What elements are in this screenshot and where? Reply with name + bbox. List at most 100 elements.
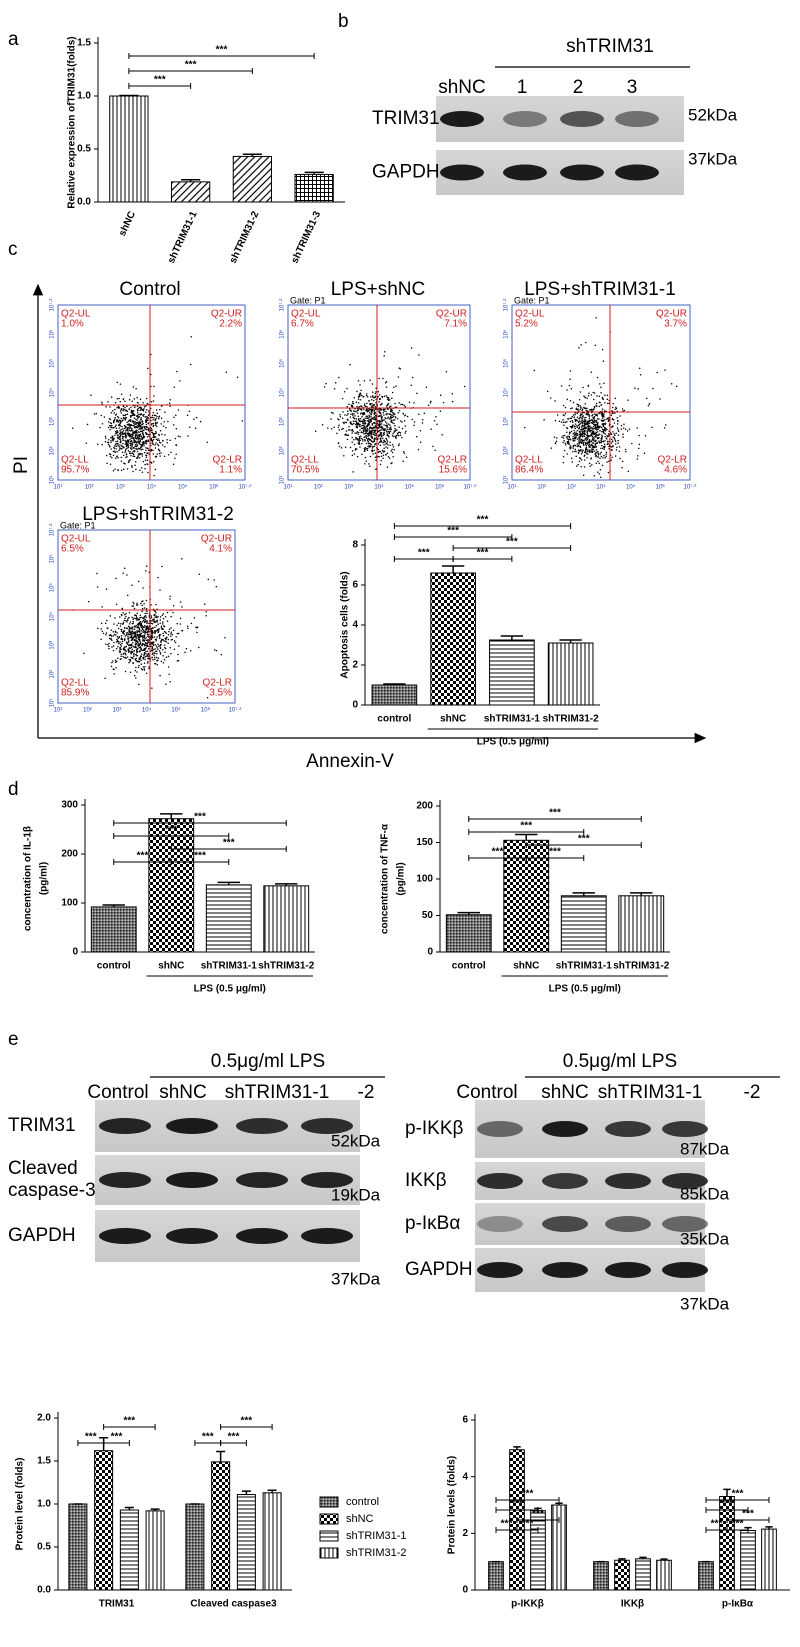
- event-dot: [610, 442, 613, 444]
- event-dot: [170, 652, 172, 655]
- event-dot: [361, 394, 363, 397]
- x-tick-label: control: [97, 961, 131, 972]
- event-dot: [147, 630, 150, 633]
- event-dot: [369, 438, 371, 441]
- event-dot: [170, 635, 172, 637]
- event-dot: [104, 435, 107, 438]
- event-dot: [606, 428, 608, 431]
- event-dot: [116, 639, 119, 642]
- event-dot: [141, 455, 144, 457]
- event-dot: [386, 424, 388, 426]
- event-dot: [153, 385, 155, 388]
- event-dot: [618, 446, 621, 448]
- event-dot: [162, 613, 165, 615]
- event-dot: [141, 669, 144, 671]
- event-dot: [402, 450, 405, 453]
- event-dot: [141, 643, 144, 646]
- band: [542, 1173, 588, 1189]
- event-dot: [164, 411, 166, 413]
- event-dot: [571, 461, 574, 463]
- event-dot: [171, 638, 174, 641]
- event-dot: [151, 687, 153, 689]
- event-dot: [135, 468, 137, 471]
- event-dot: [129, 450, 131, 453]
- event-dot: [589, 465, 592, 467]
- event-dot: [572, 432, 574, 435]
- event-dot: [121, 642, 123, 644]
- event-dot: [168, 673, 170, 676]
- event-dot: [169, 595, 171, 598]
- event-dot: [172, 629, 175, 631]
- event-dot: [162, 439, 164, 442]
- event-dot: [139, 634, 142, 636]
- event-dot: [159, 589, 161, 591]
- event-dot: [386, 441, 389, 443]
- event-dot: [126, 594, 129, 597]
- event-dot: [346, 405, 349, 408]
- event-dot: [363, 436, 366, 438]
- event-dot: [357, 433, 360, 435]
- event-dot: [159, 622, 161, 625]
- event-dot: [586, 420, 588, 423]
- event-dot: [588, 439, 591, 441]
- event-dot: [401, 403, 404, 406]
- event-dot: [360, 412, 362, 414]
- significance-bracket: [113, 833, 230, 839]
- event-dot: [356, 455, 359, 458]
- event-dot: [160, 417, 163, 419]
- event-dot: [439, 394, 442, 397]
- event-dot: [601, 413, 604, 415]
- event-dot: [556, 414, 559, 416]
- event-dot: [616, 423, 619, 425]
- event-dot: [600, 455, 603, 458]
- event-dot: [602, 457, 604, 459]
- event-dot: [141, 431, 143, 433]
- event-dot: [165, 636, 168, 639]
- event-dot: [145, 626, 148, 628]
- event-dot: [169, 439, 171, 441]
- event-dot: [352, 471, 354, 473]
- event-dot: [151, 656, 153, 659]
- event-dot: [589, 446, 592, 448]
- y-tick-label: 10¹: [504, 476, 510, 485]
- event-dot: [571, 407, 573, 409]
- panel-label: a: [8, 29, 19, 50]
- event-dot: [137, 434, 139, 436]
- event-dot: [580, 453, 583, 455]
- quadrant-percent: 6.5%: [61, 544, 84, 555]
- event-dot: [599, 469, 602, 471]
- event-dot: [145, 616, 147, 619]
- event-dot: [132, 637, 135, 639]
- event-dot: [142, 657, 144, 660]
- event-dot: [130, 646, 133, 649]
- event-dot: [120, 420, 122, 423]
- event-dot: [123, 613, 126, 616]
- event-dot: [135, 677, 137, 679]
- event-dot: [189, 650, 192, 652]
- event-dot: [389, 444, 391, 447]
- size-label: 52kDa: [688, 105, 738, 124]
- event-dot: [143, 443, 145, 445]
- event-dot: [601, 417, 604, 419]
- event-dot: [596, 395, 598, 397]
- event-dot: [133, 639, 135, 641]
- event-dot: [584, 396, 586, 399]
- event-dot: [115, 427, 118, 430]
- significance-bracket: [103, 1440, 130, 1446]
- legend-swatch: [319, 1513, 339, 1525]
- significance-bracket: [393, 523, 572, 529]
- event-dot: [124, 418, 126, 420]
- event-dot: [162, 444, 164, 446]
- event-dot: [383, 447, 385, 449]
- event-dot: [380, 423, 383, 425]
- event-dot: [432, 445, 434, 448]
- event-dot: [140, 428, 142, 430]
- event-dot: [360, 409, 363, 411]
- event-dot: [352, 402, 355, 405]
- event-dot: [352, 410, 355, 412]
- event-dot: [588, 415, 591, 418]
- event-dot: [342, 427, 344, 430]
- event-dot: [148, 658, 150, 660]
- event-dot: [150, 620, 152, 622]
